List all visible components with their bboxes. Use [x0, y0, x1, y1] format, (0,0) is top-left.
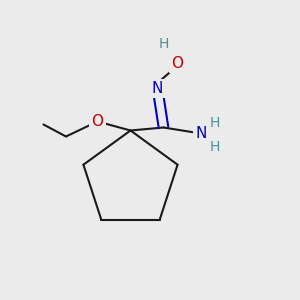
Text: O: O — [92, 114, 104, 129]
Text: N: N — [195, 126, 207, 141]
Text: H: H — [158, 37, 169, 50]
Text: O: O — [171, 56, 183, 70]
Text: N: N — [152, 81, 163, 96]
Text: H: H — [209, 140, 220, 154]
Text: H: H — [209, 116, 220, 130]
